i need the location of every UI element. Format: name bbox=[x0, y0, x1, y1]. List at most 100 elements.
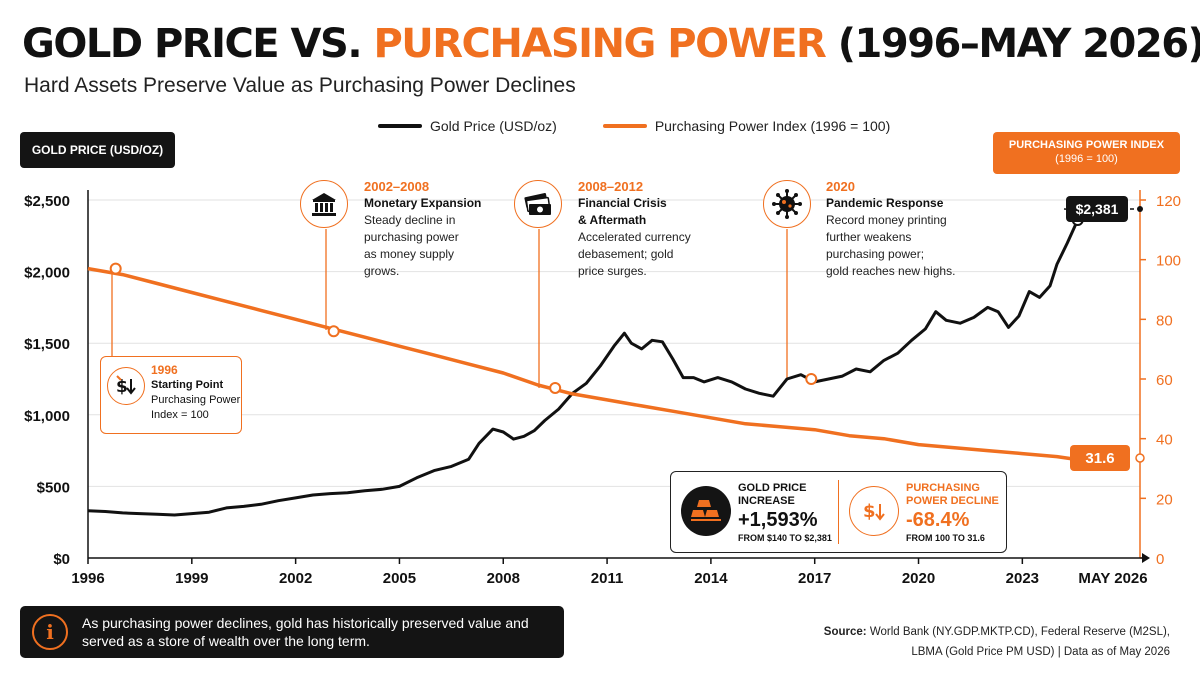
gold-price-line bbox=[87, 219, 1080, 517]
pp-marker bbox=[805, 373, 818, 385]
x-tick-label: 2002 bbox=[279, 570, 312, 587]
tick-labels: $0 $500 $1,000 $1,500 $2,000 $2,500 0 20 40 60 80 1… bbox=[24, 193, 1181, 587]
y-left-tick-label: $2,500 bbox=[24, 193, 70, 210]
x-tick-label: 2020 bbox=[902, 570, 935, 587]
annotation-2002-head: Monetary Expansion bbox=[364, 196, 482, 210]
pp-marker bbox=[327, 325, 340, 338]
annotation-2002-l3: as money supply bbox=[364, 247, 455, 261]
annotation-2002: 2002–2008 Monetary Expansion Steady decl… bbox=[364, 178, 481, 280]
annotation-2008-head2: & Aftermath bbox=[578, 213, 647, 227]
annotation-2008-l2: debasement; gold bbox=[578, 247, 674, 261]
info-note-text: As purchasing power declines, gold has h… bbox=[82, 615, 529, 649]
pp-decline-range: FROM 100 TO 31.6 bbox=[906, 533, 985, 543]
y-right-tick-label: 60 bbox=[1156, 372, 1173, 389]
pp-end-dot bbox=[1135, 453, 1145, 463]
y-left-tick-label: $1,500 bbox=[24, 336, 70, 353]
x-axis-arrow bbox=[1142, 553, 1150, 563]
y-left-tick-label: $1,000 bbox=[24, 408, 70, 425]
x-tick-label: 1999 bbox=[175, 570, 208, 587]
right-axis-badge-line2: (1996 = 100) bbox=[1055, 153, 1118, 165]
annotation-2020-l1: Record money printing bbox=[826, 213, 947, 227]
money-stack-icon bbox=[514, 180, 562, 228]
source-line1: World Bank (NY.GDP.MKTP.CD), Federal Res… bbox=[869, 626, 1170, 638]
dollar-down-icon: $ bbox=[107, 367, 145, 405]
annotation-2002-year: 2002–2008 bbox=[364, 179, 430, 194]
annotation-2020-l3: purchasing power; bbox=[826, 247, 925, 261]
y-right-tick-label: 40 bbox=[1156, 432, 1173, 449]
source-line2: LBMA (Gold Price PM USD) | Data as of Ma… bbox=[911, 646, 1170, 658]
info-icon: i bbox=[32, 614, 68, 650]
legend-item-gold: Gold Price (USD/oz) bbox=[378, 118, 557, 134]
stats-divider bbox=[838, 480, 839, 544]
annotation-2020-year: 2020 bbox=[826, 179, 855, 194]
legend-label-gold: Gold Price (USD/oz) bbox=[430, 118, 557, 134]
y-left-tick-label: $0 bbox=[53, 551, 70, 568]
annotation-2020-head: Pandemic Response bbox=[826, 196, 944, 210]
y-right-tick-label: 0 bbox=[1156, 551, 1164, 568]
svg-text:$: $ bbox=[116, 377, 128, 397]
gold-bars-icon bbox=[681, 486, 731, 536]
info-note: i As purchasing power declines, gold has… bbox=[20, 606, 564, 658]
annotation-1996-text1: Purchasing Power bbox=[151, 394, 241, 406]
gold-end-dot bbox=[1137, 206, 1143, 212]
annotation-2008-l1: Accelerated currency bbox=[578, 230, 691, 244]
annotation-2002-l1: Steady decline in bbox=[364, 213, 456, 227]
annotation-2020-l2: further weakens bbox=[826, 230, 912, 244]
stats-summary-box: GOLD PRICE INCREASE +1,593% FROM $140 TO… bbox=[670, 471, 1007, 553]
annotation-1996-head: Starting Point bbox=[151, 379, 224, 391]
svg-text:$: $ bbox=[863, 501, 876, 522]
gold-increase-range: FROM $140 TO $2,381 bbox=[738, 533, 832, 543]
y-right-tick-label: 20 bbox=[1156, 491, 1173, 508]
annotation-2008: 2008–2012 Financial Crisis & Aftermath A… bbox=[578, 178, 691, 280]
legend-label-pp: Purchasing Power Index (1996 = 100) bbox=[654, 118, 891, 134]
right-axis-badge-line1: PURCHASING POWER INDEX bbox=[1008, 139, 1165, 151]
virus-icon bbox=[763, 180, 811, 228]
source-label: Source: bbox=[823, 626, 867, 638]
left-axis-badge: GOLD PRICE (USD/OZ) bbox=[20, 132, 175, 168]
pp-marker bbox=[549, 381, 562, 394]
x-end-label: MAY 2026 bbox=[1078, 570, 1147, 587]
x-tick-label: 1996 bbox=[71, 570, 104, 587]
x-tick-label: 2005 bbox=[383, 570, 416, 587]
x-tick-label: 2011 bbox=[591, 570, 624, 587]
x-tick-label: 2014 bbox=[694, 570, 728, 587]
page-title: GOLD PRICE VS. PURCHASING POWER (1996–MA… bbox=[22, 20, 1200, 68]
chart-legend: Gold Price (USD/oz) Purchasing Power Ind… bbox=[378, 118, 936, 134]
legend-swatch-gold bbox=[378, 124, 422, 128]
y-left-tick-label: $500 bbox=[37, 479, 70, 496]
y-right-tick-label: 120 bbox=[1156, 193, 1181, 210]
annotation-leaders bbox=[111, 229, 788, 388]
pp-decline-label1: PURCHASING bbox=[906, 482, 980, 494]
annotation-1996-year: 1996 bbox=[151, 363, 178, 377]
axes bbox=[87, 190, 1150, 564]
annotation-1996-text2: Index = 100 bbox=[151, 409, 209, 421]
x-tick-label: 2017 bbox=[798, 570, 831, 587]
gold-increase-value: +1,593% bbox=[738, 509, 818, 531]
pp-decline-value: -68.4% bbox=[906, 509, 970, 531]
annotation-2020: 2020 Pandemic Response Record money prin… bbox=[826, 178, 955, 280]
annotation-1996: $ 1996 Starting Point Purchasing Power I… bbox=[100, 356, 242, 434]
y-left-tick-label: $2,000 bbox=[24, 265, 70, 282]
legend-item-pp: Purchasing Power Index (1996 = 100) bbox=[602, 118, 891, 134]
annotation-2002-l4: grows. bbox=[364, 264, 400, 278]
y-right-tick-label: 80 bbox=[1156, 312, 1173, 329]
legend-swatch-pp bbox=[602, 124, 647, 128]
pp-marker bbox=[109, 262, 122, 275]
y-right-tick-label: 100 bbox=[1156, 253, 1181, 270]
source-note: Source: World Bank (NY.GDP.MKTP.CD), Fed… bbox=[810, 622, 1170, 662]
title-part-dates: (1996–MAY 2026) bbox=[825, 21, 1200, 67]
pp-decline-label2: POWER DECLINE bbox=[906, 495, 999, 507]
title-part-purchasing-power: PURCHASING POWER bbox=[373, 21, 826, 67]
annotation-2002-l2: purchasing power bbox=[364, 230, 459, 244]
gold-increase-label1: GOLD PRICE bbox=[738, 482, 807, 494]
annotation-2008-head1: Financial Crisis bbox=[578, 196, 667, 210]
page-subtitle: Hard Assets Preserve Value as Purchasing… bbox=[24, 74, 576, 97]
annotation-2008-year: 2008–2012 bbox=[578, 179, 644, 194]
title-part-gold: GOLD PRICE VS. bbox=[22, 21, 374, 67]
gold-increase-label2: INCREASE bbox=[738, 495, 795, 507]
series-lines bbox=[87, 219, 1080, 517]
purchasing-power-line bbox=[87, 266, 1078, 462]
gold-end-value-badge: $2,381 bbox=[1066, 196, 1128, 222]
annotation-2008-l3: price surges. bbox=[578, 264, 647, 278]
